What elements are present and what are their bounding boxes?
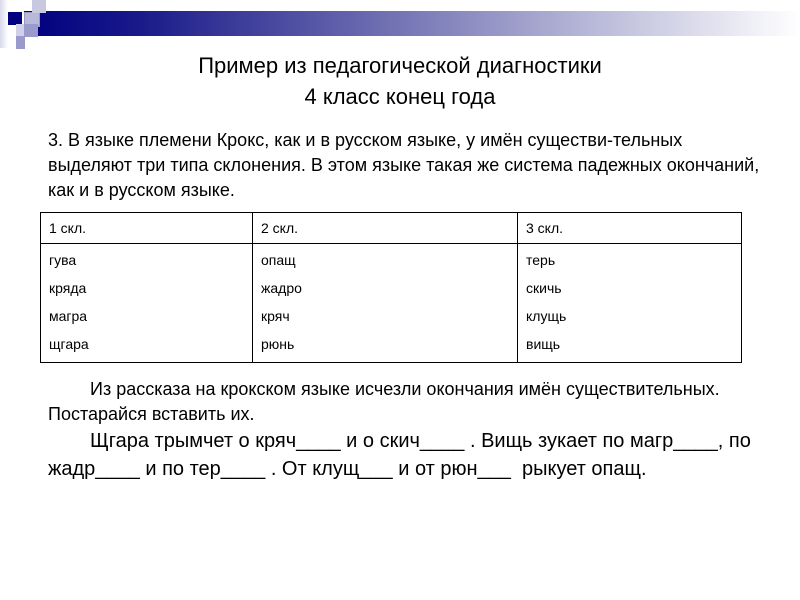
- decor-square: [0, 0, 8, 48]
- header-gradient-bar: [24, 11, 800, 36]
- decor-square: [32, 0, 46, 13]
- word: кряч: [261, 308, 290, 324]
- task-text: 3. В языке племени Крокс, как и в русско…: [48, 130, 760, 200]
- title-line-1: Пример из педагогической диагностики: [198, 53, 602, 78]
- word: магра: [49, 308, 88, 324]
- word: вищь: [526, 336, 561, 352]
- declension-table: 1 скл. 2 скл. 3 скл. гува кряда магра щгара…: [40, 212, 742, 363]
- header-1: 1 скл.: [40, 212, 253, 244]
- column-1: гува кряда магра щгара: [40, 243, 253, 363]
- column-2: опащ жадро кряч рюнь: [252, 243, 518, 363]
- word: скичь: [526, 280, 562, 296]
- decor-square: [24, 24, 38, 37]
- story-text: Щгара трымчет о кряч____ и о скич____ . …: [48, 430, 757, 480]
- decor-square: [16, 36, 25, 49]
- word: терь: [526, 252, 556, 268]
- title-line-2: 4 класс конец года: [304, 84, 496, 109]
- word: опащ: [261, 252, 296, 268]
- instruction-text: Из рассказа на крокском языке исчезли ок…: [48, 379, 720, 424]
- word: клущь: [526, 308, 567, 324]
- slide-title: Пример из педагогической диагностики 4 к…: [0, 50, 800, 112]
- word: щгара: [49, 336, 89, 352]
- header-3: 3 скл.: [517, 212, 742, 244]
- word: гува: [49, 252, 77, 268]
- decor-square: [8, 12, 22, 25]
- header-2: 2 скл.: [252, 212, 518, 244]
- word: жадро: [261, 280, 302, 296]
- word: кряда: [49, 280, 87, 296]
- decor-square: [16, 24, 24, 37]
- word: рюнь: [261, 336, 295, 352]
- column-3: терь скичь клущь вищь: [517, 243, 742, 363]
